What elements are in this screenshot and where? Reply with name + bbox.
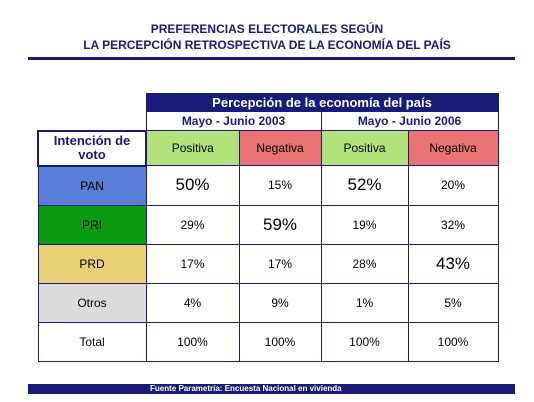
column-header: Negativa	[407, 130, 499, 166]
footer: Fuente Parametría: Encuesta Nacional en …	[28, 384, 515, 394]
cell: 100%	[145, 321, 240, 362]
period: Mayo - Junio 2003	[145, 111, 322, 131]
cell: 17%	[145, 243, 240, 284]
cell: 100%	[238, 321, 322, 362]
cell: 1%	[320, 282, 409, 323]
cell: 4%	[145, 282, 240, 323]
blank	[38, 94, 146, 131]
party: PRD	[37, 243, 147, 284]
group-header: Percepción de la economía del país	[145, 93, 499, 112]
column-header: Positiva	[320, 130, 409, 166]
cell: 5%	[407, 282, 499, 323]
column-header: Positiva	[145, 130, 240, 166]
cell: 50%	[145, 165, 240, 206]
cell: 32%	[407, 204, 499, 245]
row-header: Intención de voto	[37, 129, 147, 167]
party: Otros	[37, 282, 147, 323]
period: Mayo - Junio 2006	[320, 111, 499, 131]
party: Total	[37, 321, 147, 362]
cell: 20%	[407, 165, 499, 206]
cell: 100%	[407, 321, 499, 362]
cell: 15%	[238, 165, 322, 206]
cell: 100%	[320, 321, 409, 362]
cell: 9%	[238, 282, 322, 323]
column-header: Negativa	[238, 130, 322, 166]
cell: 17%	[238, 243, 322, 284]
cell: 43%	[407, 243, 499, 284]
cell: 52%	[320, 165, 409, 206]
title-line: PREFERENCIAS ELECTORALES SEGÚN	[150, 22, 384, 36]
party: PRI	[37, 204, 147, 245]
title-line: LA PERCEPCIÓN RETROSPECTIVA DE LA ECONOM…	[83, 38, 451, 52]
cell: 29%	[145, 204, 240, 245]
title-rule	[28, 57, 515, 60]
cell: 28%	[320, 243, 409, 284]
cell: 19%	[320, 204, 409, 245]
results-table: Percepción de la economía del país Mayo …	[37, 93, 499, 362]
party: PAN	[37, 165, 147, 206]
cell: 59%	[238, 204, 322, 245]
